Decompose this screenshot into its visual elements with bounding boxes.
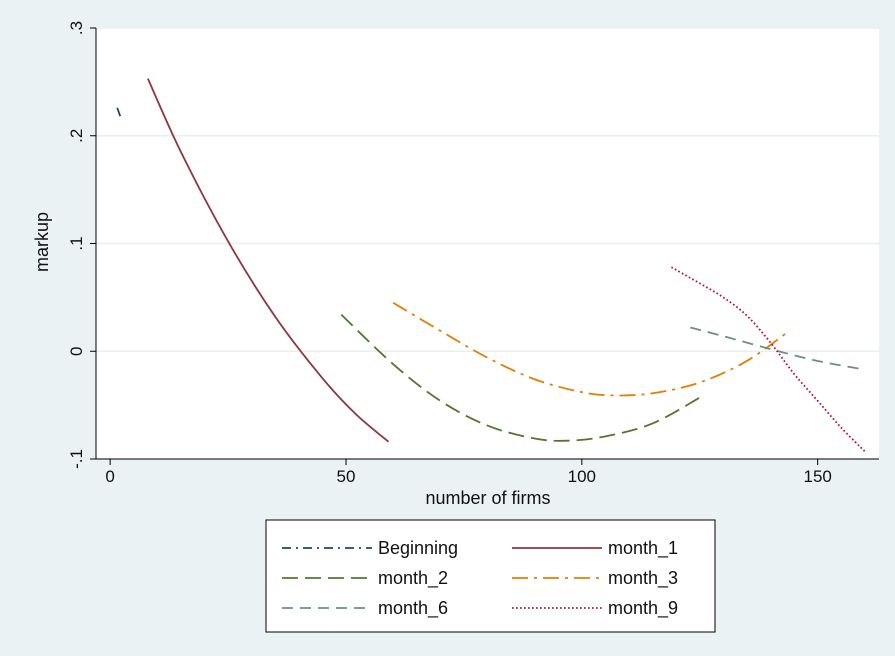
- y-tick-label: -.1: [67, 449, 86, 469]
- y-axis-title: markup: [32, 212, 52, 272]
- x-tick-label: 100: [568, 467, 596, 486]
- series-line-month-9: [671, 266, 866, 453]
- series-line-month-2: [340, 313, 701, 442]
- x-axis-title: number of firms: [425, 488, 550, 508]
- series-line-month-3: [392, 301, 790, 397]
- legend-box: [265, 519, 716, 633]
- y-tick-label: .2: [67, 129, 86, 143]
- y-tick-label: .3: [67, 21, 86, 35]
- series-line-month-6: [690, 326, 866, 371]
- legend-label: month_9: [608, 598, 678, 619]
- ticks: -.1 0 .1 .2 .3 0 50 100 150: [67, 21, 832, 486]
- y-tick-label: .1: [67, 236, 86, 250]
- x-tick-label: 0: [105, 467, 114, 486]
- legend-label: month_6: [378, 598, 448, 619]
- y-tick-label: 0: [67, 347, 86, 356]
- series-layer: [116, 78, 866, 453]
- legend-label: Beginning: [378, 538, 458, 558]
- x-tick-label: 50: [337, 467, 356, 486]
- x-tick-label: 150: [803, 467, 831, 486]
- legend: Beginning month_1 month_2 month_3 month_6 mon…: [265, 519, 716, 633]
- legend-label: month_3: [608, 568, 678, 589]
- series-line-month-1: [147, 78, 390, 443]
- legend-label: month_2: [378, 568, 448, 589]
- legend-label: month_1: [608, 538, 678, 559]
- series-line-beginning: [116, 107, 122, 119]
